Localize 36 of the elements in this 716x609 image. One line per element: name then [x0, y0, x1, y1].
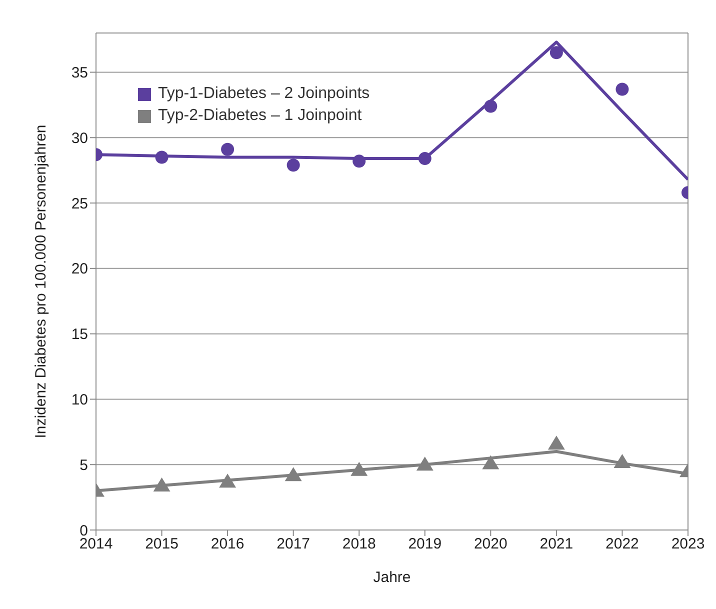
x-tick-label: 2017: [276, 536, 310, 553]
point: [548, 436, 565, 450]
point: [484, 100, 498, 113]
x-tick-label: 2022: [606, 536, 639, 553]
point: [153, 478, 170, 492]
legend-label: Typ-2-Diabetes – 1 Joinpoint: [158, 106, 362, 126]
x-tick-label: 2016: [210, 536, 244, 553]
y-tick-label: 5: [80, 456, 88, 474]
point: [350, 462, 368, 476]
y-tick-label: 35: [71, 64, 88, 82]
legend-label: Typ-1-Diabetes – 2 Joinpoints: [158, 84, 370, 104]
point: [616, 82, 629, 96]
point: [221, 142, 234, 156]
point: [286, 158, 300, 172]
x-tick-label: 2018: [342, 536, 376, 553]
point: [284, 467, 302, 482]
point: [550, 46, 563, 60]
y-tick-label: 30: [71, 130, 88, 147]
x-tick-label: 2019: [408, 536, 442, 553]
point: [418, 152, 432, 166]
point: [416, 456, 434, 471]
point: [219, 474, 236, 488]
y-tick-label: 15: [71, 326, 88, 344]
x-tick-label: 2020: [474, 536, 508, 553]
point: [482, 455, 500, 470]
y-tick-label: 25: [71, 195, 88, 212]
y-axis-title: Inzidenz Diabetes pro 100.000 Personenjahren: [32, 124, 50, 438]
x-tick-label: 2023: [671, 536, 705, 553]
y-tick-label: 10: [71, 392, 88, 409]
x-tick-label: 2021: [540, 536, 574, 553]
x-axis-title: Jahre: [373, 569, 411, 586]
y-tick-label: 20: [71, 260, 88, 278]
point: [614, 454, 631, 468]
x-tick-label: 2015: [145, 536, 178, 553]
point: [155, 150, 168, 164]
point: [352, 154, 366, 168]
